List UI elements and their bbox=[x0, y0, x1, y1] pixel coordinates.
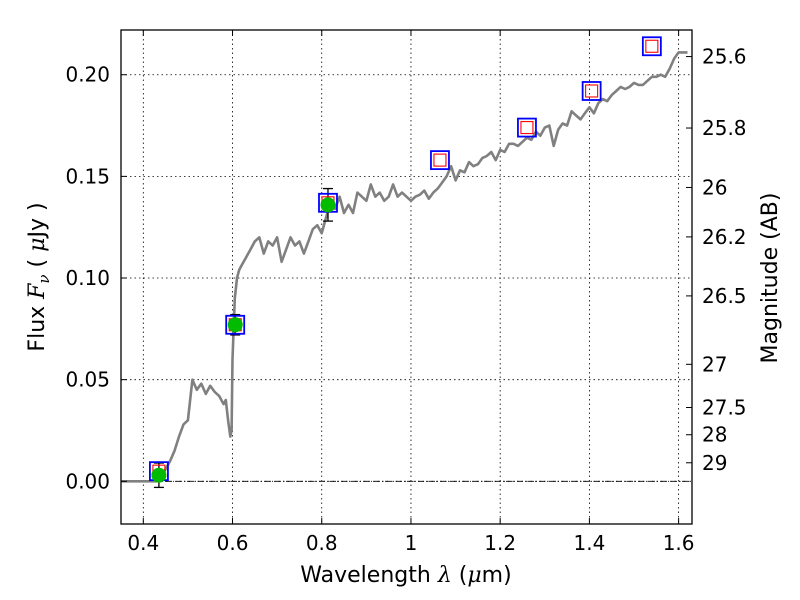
model-box bbox=[581, 81, 602, 101]
x-tick-label: 0.4 bbox=[127, 531, 159, 555]
magnitude-tick-label: 26 bbox=[702, 175, 727, 199]
x-tick-label: 0.6 bbox=[217, 531, 249, 555]
spectrum-series bbox=[121, 51, 688, 483]
model-box bbox=[225, 314, 246, 335]
y-tick-label: 0.10 bbox=[65, 266, 110, 290]
model-box-inner bbox=[520, 121, 534, 135]
magnitude-tick-label: 28 bbox=[702, 423, 727, 447]
magnitude-tick-label: 26.5 bbox=[702, 284, 747, 308]
x-axis-ticks: 0.4 0.6 0.8 1 1.2 1.4 1.6 bbox=[127, 30, 695, 555]
x-tick-label: 1.2 bbox=[484, 531, 516, 555]
magnitude-tick-label: 25.8 bbox=[702, 116, 747, 140]
x-axis-symbol: λ bbox=[437, 563, 452, 588]
x-tick-label: 1.6 bbox=[663, 531, 695, 555]
model-box bbox=[430, 150, 450, 171]
observed-point bbox=[151, 467, 167, 483]
observed-photometry-points bbox=[151, 197, 336, 483]
y-axis-label-text: Flux bbox=[25, 306, 50, 352]
magnitude-tick-label: 27.5 bbox=[702, 395, 747, 419]
model-box-inner bbox=[645, 39, 659, 53]
error-bars bbox=[153, 187, 333, 489]
model-box bbox=[641, 36, 662, 57]
grid-lines bbox=[121, 30, 692, 524]
model-box-inner bbox=[585, 84, 599, 98]
magnitude-tick-label: 27 bbox=[702, 352, 727, 376]
model-box-inner bbox=[433, 153, 447, 167]
plot-frame bbox=[120, 29, 693, 525]
y-tick-label: 0.15 bbox=[65, 164, 110, 188]
y-tick-label: 0.05 bbox=[65, 368, 110, 392]
x-tick-label: 1 bbox=[405, 531, 418, 555]
y-axis-ticks: 0.00 0.05 0.10 0.15 0.20 bbox=[65, 63, 127, 493]
y-tick-label: 0.20 bbox=[65, 63, 110, 87]
observed-point bbox=[227, 317, 243, 333]
x-tick-label: 0.8 bbox=[306, 531, 338, 555]
x-axis-label: Wavelength λ (μm) bbox=[300, 563, 511, 588]
observed-point bbox=[320, 197, 336, 213]
y-axis-symbol: F bbox=[25, 283, 50, 300]
magnitude-axis-label: Magnitude (AB) bbox=[758, 193, 783, 364]
magnitude-tick-label: 25.6 bbox=[702, 45, 747, 69]
x-tick-label: 1.4 bbox=[573, 531, 605, 555]
model-box bbox=[517, 117, 537, 138]
magnitude-tick-label: 26.2 bbox=[702, 225, 747, 249]
y-axis-label: Flux Fν ( μJy ) bbox=[25, 202, 53, 351]
x-axis-label-text: Wavelength bbox=[300, 563, 431, 588]
magnitude-tick-label: 29 bbox=[702, 451, 727, 475]
y-tick-label: 0.00 bbox=[65, 469, 110, 493]
spectrum-line bbox=[121, 51, 688, 483]
magnitude-axis-ticks: 25.6 25.8 26 26.2 26.5 27 27.5 28 29 bbox=[686, 45, 747, 475]
